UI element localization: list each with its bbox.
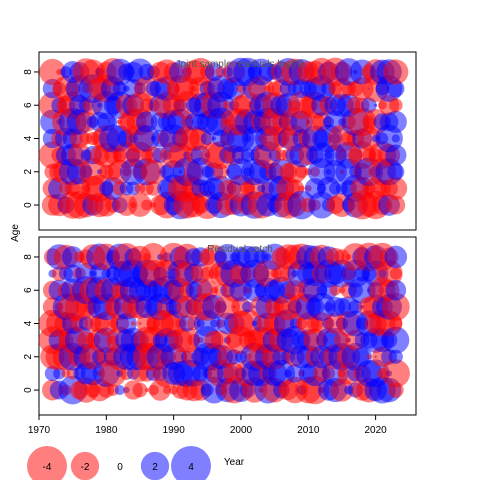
- x-tick-label: 1980: [95, 425, 118, 436]
- residual-bubble: [389, 267, 402, 280]
- residual-bubble: [112, 81, 127, 96]
- bubble-size-legend: -4 -2 0 2 4: [27, 446, 211, 480]
- x-tick-label: 1990: [163, 425, 186, 436]
- residual-bubble: [384, 176, 408, 200]
- panel-title: Joint sample residuals log(N): [176, 59, 305, 70]
- y-tick-label: 6: [23, 287, 34, 293]
- x-axis: 1970 1980 1990 2000 2010 2020: [28, 415, 387, 436]
- residual-bubble: [209, 319, 219, 328]
- y-tick-label: 4: [23, 135, 34, 141]
- residual-bubble: [387, 163, 405, 181]
- y-axis: 0 2 4 6 8: [23, 254, 39, 393]
- residual-bubble: [386, 195, 406, 215]
- residual-catch-panel: Residual catch 0 2 4 6 8 1970 1980 1990 2000 201…: [23, 236, 417, 436]
- panel-frame: [38, 51, 417, 231]
- legend-bubble: [70, 451, 100, 480]
- residual-bubble: [329, 284, 341, 296]
- residual-bubble: [108, 117, 118, 127]
- y-tick-label: 2: [23, 354, 34, 360]
- residual-bubble: [210, 330, 231, 351]
- residual-bubble: [385, 279, 407, 301]
- residual-bubble: [385, 144, 407, 166]
- residual-bubble: [387, 79, 405, 98]
- x-tick-label: 2020: [364, 425, 387, 436]
- residual-bubble: [383, 59, 409, 85]
- residual-bubble: [128, 193, 152, 217]
- residual-bubble: [130, 321, 136, 326]
- residual-bubble: [381, 359, 410, 388]
- legend-bubble: [171, 446, 211, 480]
- x-tick-label: 2010: [297, 425, 320, 436]
- legend-label: 4: [188, 462, 194, 473]
- legend-label: 0: [117, 462, 123, 473]
- residual-bubble: [348, 300, 363, 314]
- residual-bubble: [366, 354, 372, 360]
- residual-bubble: [374, 103, 378, 107]
- residual-bubble: [146, 181, 161, 196]
- x-axis-label: Year: [224, 457, 245, 468]
- y-tick-label: 6: [23, 102, 34, 108]
- residual-bubble: [53, 367, 66, 380]
- legend-label: 2: [152, 462, 158, 473]
- residual-bubble: [144, 388, 149, 393]
- residual-bubble: [334, 332, 350, 348]
- residual-bubble: [285, 364, 305, 383]
- y-axis-label: Age: [10, 224, 21, 242]
- y-tick-label: 0: [23, 387, 34, 393]
- joint-residuals-panel: Joint sample residuals log(N) 0 2 4 6 8 Age: [10, 51, 417, 242]
- residual-bubble: [391, 134, 400, 143]
- legend-bubble: [140, 451, 170, 480]
- y-tick-label: 2: [23, 169, 34, 175]
- y-tick-label: 0: [23, 202, 34, 208]
- residual-bubble: [388, 349, 403, 364]
- residual-bubble: [200, 131, 214, 146]
- residual-bubble: [132, 382, 148, 398]
- residual-bubble: [382, 326, 410, 354]
- y-tick-label: 4: [23, 320, 34, 326]
- panel-title: Residual catch: [207, 244, 273, 255]
- residual-bubble: [162, 386, 171, 395]
- joint-residual-bubbles: [38, 57, 409, 220]
- residual-bubble: [388, 98, 403, 113]
- legend-label: -4: [43, 462, 52, 473]
- residual-bubble: [141, 199, 153, 211]
- catch-residual-bubbles: [38, 242, 410, 405]
- residual-bubble: [133, 125, 160, 152]
- residual-bubble: [136, 111, 158, 133]
- x-tick-label: 2000: [230, 425, 253, 436]
- residual-bubble: [384, 245, 408, 269]
- y-axis: 0 2 4 6 8: [23, 69, 39, 208]
- legend-label: -2: [81, 462, 90, 473]
- y-tick-label: 8: [23, 254, 34, 260]
- residual-bubble: [114, 385, 125, 396]
- y-tick-label: 8: [23, 69, 34, 75]
- residual-bubble: [295, 165, 309, 179]
- legend-bubble: [27, 446, 67, 480]
- residual-bubble: [298, 185, 305, 192]
- x-tick-label: 1970: [28, 425, 51, 436]
- residual-bubble: [381, 292, 410, 321]
- residual-bubble: [141, 159, 166, 185]
- residual-bubble: [384, 110, 407, 133]
